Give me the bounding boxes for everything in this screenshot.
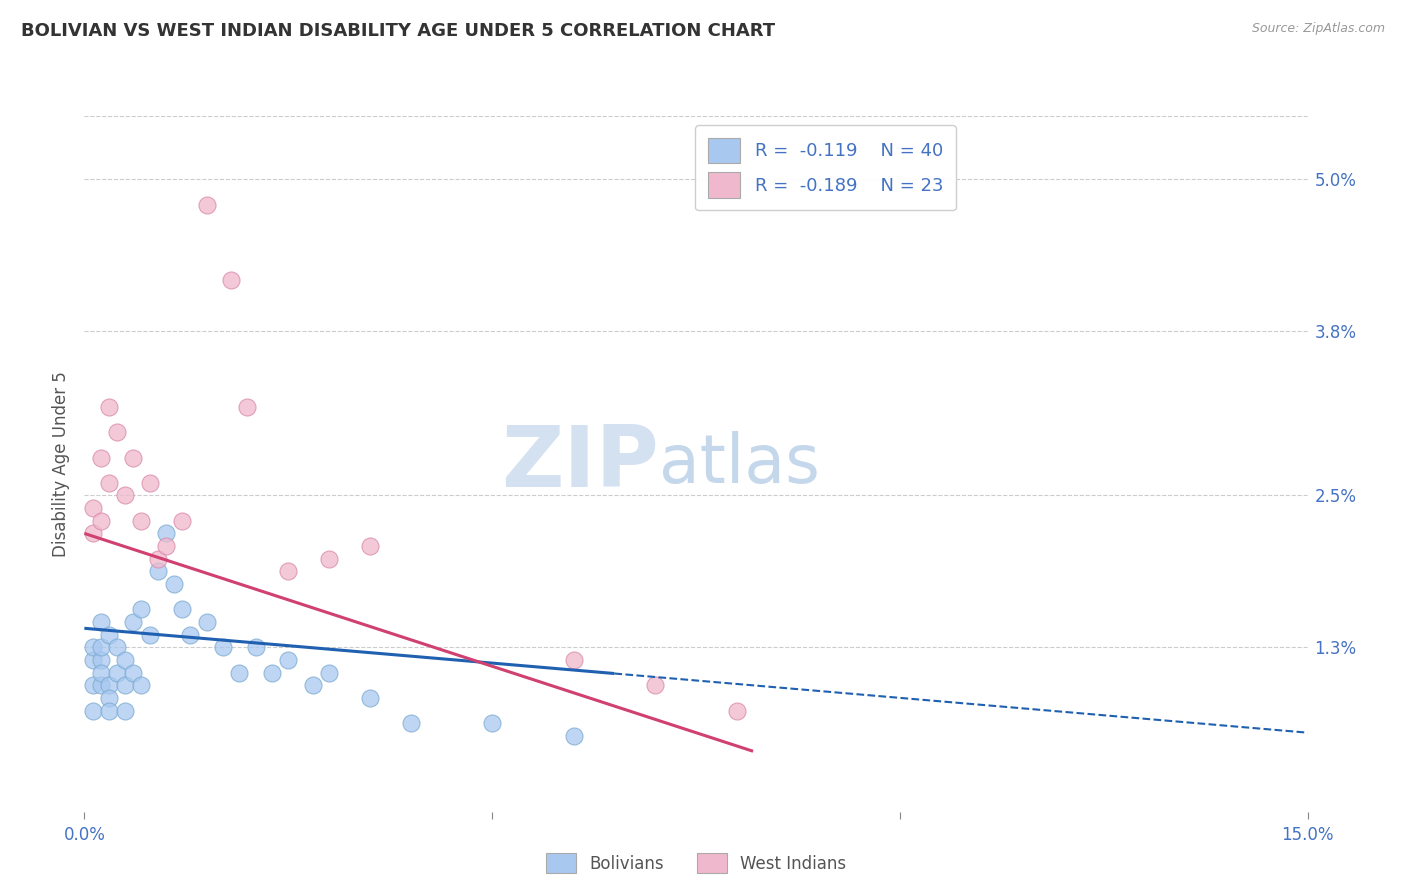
Point [82, 526, 104, 541]
Point [90, 514, 112, 528]
Legend: Bolivians, West Indians: Bolivians, West Indians [538, 847, 853, 880]
Point [97, 627, 120, 641]
Point [114, 653, 136, 667]
Point [90, 653, 112, 667]
Point [245, 640, 267, 655]
Point [236, 400, 259, 414]
Point [122, 450, 145, 465]
Point [105, 665, 128, 680]
Point [481, 716, 503, 731]
Point [212, 640, 235, 655]
Point [277, 653, 299, 667]
Point [146, 565, 169, 579]
Point [359, 539, 381, 553]
Point [97, 475, 120, 490]
Point [122, 665, 145, 680]
Point [359, 690, 381, 705]
Point [122, 615, 145, 629]
Text: BOLIVIAN VS WEST INDIAN DISABILITY AGE UNDER 5 CORRELATION CHART: BOLIVIAN VS WEST INDIAN DISABILITY AGE U… [21, 22, 775, 40]
Point [82, 653, 104, 667]
Point [155, 539, 177, 553]
Point [97, 690, 120, 705]
Point [97, 704, 120, 718]
Point [90, 450, 112, 465]
Point [114, 678, 136, 692]
Point [82, 640, 104, 655]
Point [82, 678, 104, 692]
Y-axis label: Disability Age Under 5: Disability Age Under 5 [52, 371, 70, 557]
Point [105, 640, 128, 655]
Point [172, 514, 194, 528]
Point [105, 425, 128, 440]
Point [90, 665, 112, 680]
Point [399, 716, 422, 731]
Point [195, 197, 218, 211]
Point [114, 704, 136, 718]
Point [131, 602, 153, 616]
Point [228, 665, 250, 680]
Point [155, 526, 177, 541]
Point [82, 704, 104, 718]
Text: Source: ZipAtlas.com: Source: ZipAtlas.com [1251, 22, 1385, 36]
Point [260, 665, 283, 680]
Text: atlas: atlas [659, 431, 820, 497]
Point [97, 678, 120, 692]
Point [114, 488, 136, 502]
Point [90, 678, 112, 692]
Point [219, 273, 242, 287]
Point [138, 627, 160, 641]
Point [277, 565, 299, 579]
Point [644, 678, 666, 692]
Point [179, 627, 201, 641]
Point [97, 400, 120, 414]
Point [195, 615, 218, 629]
Point [562, 729, 585, 743]
Point [301, 678, 323, 692]
Point [725, 704, 748, 718]
Point [562, 653, 585, 667]
Point [318, 665, 340, 680]
Point [90, 640, 112, 655]
Point [172, 602, 194, 616]
Point [82, 501, 104, 516]
Point [90, 615, 112, 629]
Point [138, 475, 160, 490]
Point [146, 551, 169, 566]
Text: ZIP: ZIP [502, 422, 659, 506]
Point [131, 678, 153, 692]
Point [131, 514, 153, 528]
Point [163, 577, 186, 591]
Point [318, 551, 340, 566]
